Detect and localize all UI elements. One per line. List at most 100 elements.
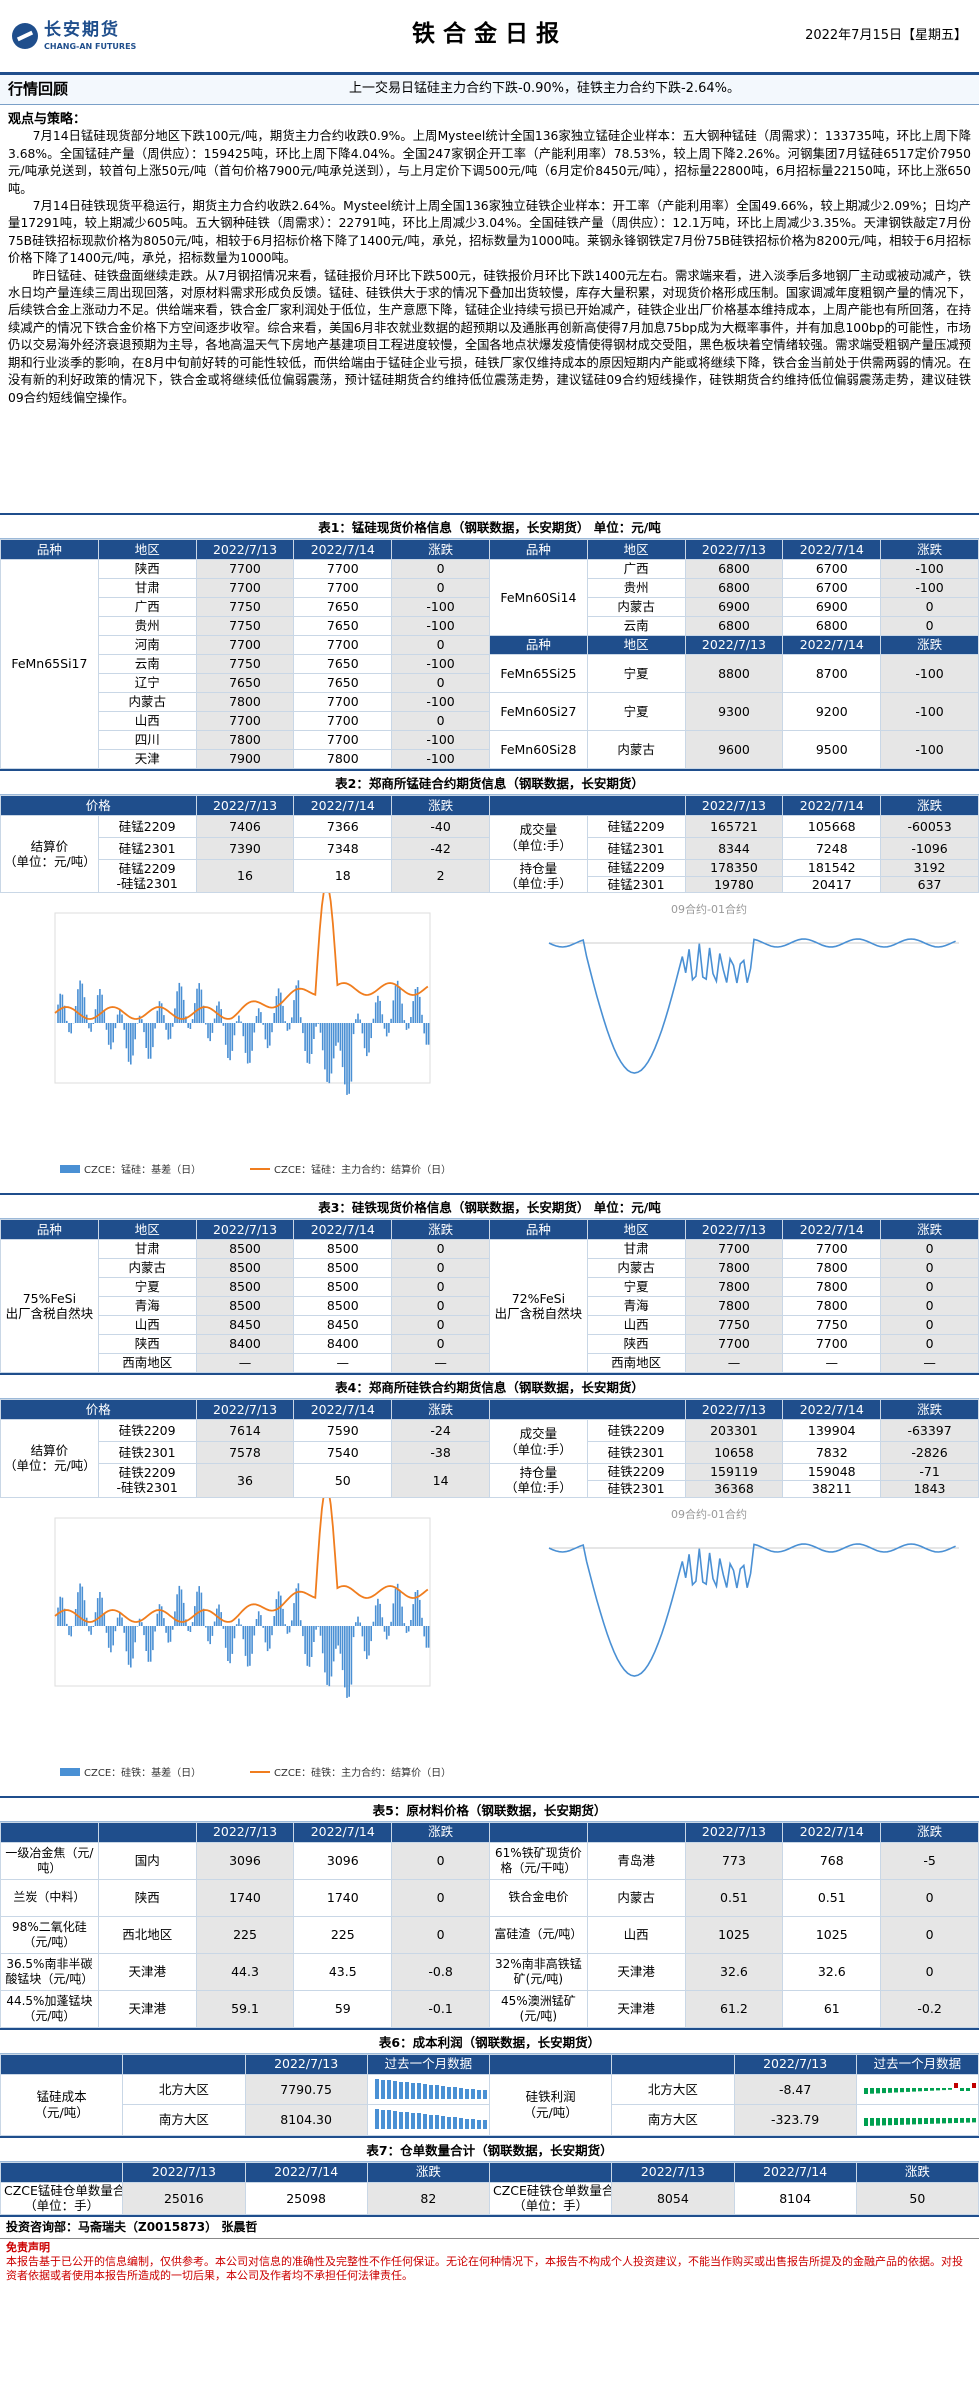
column-header — [122, 2053, 246, 2075]
price-cell: 7700 — [195, 711, 295, 731]
spark-bar — [476, 2120, 481, 2130]
column-header: 价格 — [0, 1399, 197, 1421]
value-cell: -8.47 — [733, 2073, 857, 2106]
spark-bar — [887, 2087, 892, 2093]
basis-bar — [315, 1625, 317, 1630]
column-header: 2022/7/14 — [293, 1399, 393, 1421]
change-cell: -2826 — [880, 1441, 979, 1465]
spark-bar — [947, 2087, 952, 2090]
basis-bar — [310, 1023, 313, 1055]
basis-bar — [123, 1023, 125, 1031]
column-header: 地区 — [586, 1219, 686, 1241]
price-cell: 7800 — [782, 1277, 882, 1298]
basis-bar — [302, 1625, 304, 1636]
basis-bar — [260, 1614, 262, 1626]
basis-bar — [70, 1023, 72, 1034]
spark-bar — [971, 2082, 976, 2088]
basis-bar — [401, 1606, 403, 1626]
price-cell: 7390 — [195, 837, 295, 860]
value-cell: 3096 — [195, 1841, 295, 1880]
basis-bar — [187, 1625, 189, 1631]
report-date: 2022年7月15日【星期五】 — [805, 27, 967, 43]
spark-bar — [905, 2087, 910, 2092]
price-cell: 7590 — [293, 1419, 393, 1443]
basis-bar — [66, 1021, 68, 1024]
column-header: 2022/7/13 — [195, 539, 295, 560]
basis-bar — [198, 983, 200, 1024]
basis-bar — [213, 1018, 216, 1024]
volume-cell: 181542 — [782, 859, 882, 877]
change-cell: 0 — [880, 1334, 979, 1355]
price-cell: — — [195, 1353, 295, 1374]
value-cell: 59 — [293, 1989, 393, 2028]
value-cell: -0.2 — [880, 1989, 979, 2028]
table-row: 一级冶金焦（元/吨） 国内 3096 3096 0 61%铁矿现货价格（元/干吨） 青岛港 7… — [0, 1841, 979, 1880]
spark-bar — [959, 2118, 964, 2123]
region-cell: 广西 — [586, 559, 686, 579]
receipt-label: CZCE锰硅仓单数量合计（单位：手） — [0, 2181, 124, 2216]
basis-bar — [233, 1023, 236, 1036]
value-cell: 0 — [391, 1915, 490, 1954]
basis-bar — [396, 1583, 399, 1626]
region-cell: 宁夏 — [586, 692, 686, 731]
table-row: 硅锰2301 19780 20417 637 — [1, 875, 979, 894]
column-header — [488, 795, 686, 816]
basis-bar — [77, 989, 79, 1024]
basis-bar — [359, 1019, 361, 1024]
price-cell: 7800 — [684, 1296, 784, 1317]
basis-bar — [326, 1625, 328, 1685]
value-cell: 32.6 — [782, 1952, 882, 1991]
basis-bar — [81, 983, 84, 1024]
basis-bar — [332, 1023, 335, 1059]
change-cell: -40 — [391, 815, 490, 838]
value-cell: 59.1 — [195, 1989, 295, 2028]
basis-bar — [308, 1625, 311, 1667]
value-cell: 3096 — [293, 1841, 393, 1880]
basis-bar — [242, 1625, 245, 1639]
basis-bar — [416, 987, 419, 1024]
price-cell: 8450 — [195, 1315, 295, 1336]
region-cell: 山西 — [97, 711, 197, 731]
volume-label: 成交量 （单位:手） — [488, 1419, 588, 1465]
table-row: 98%二氧化硅（元/吨） 西北地区 225 225 0 富硅渣（元/吨） 山西 1025 102… — [0, 1915, 979, 1954]
basis-bar — [379, 1603, 381, 1626]
open-interest-label: 持仓量 （单位:手） — [488, 858, 588, 894]
basis-bar — [297, 1582, 300, 1626]
value-cell: 44.3 — [195, 1952, 295, 1991]
value-cell: 0 — [391, 1841, 490, 1880]
region-cell: 北方大区 — [122, 2073, 246, 2106]
basis-bar — [419, 1599, 421, 1626]
column-header: 过去一个月数据 — [366, 2053, 491, 2075]
basis-bar — [280, 992, 282, 1024]
region-cell: 陕西 — [97, 559, 197, 579]
basis-bar — [171, 1023, 174, 1028]
plot-frame — [54, 1517, 431, 1686]
basis-bar — [244, 1625, 247, 1656]
region-cell: 内蒙古 — [586, 730, 686, 769]
basis-bar — [414, 989, 417, 1024]
basis-bar — [383, 1023, 386, 1029]
price-cell: 8400 — [195, 1334, 295, 1355]
contract-cell: 硅铁2301 — [586, 1479, 686, 1498]
chart-title: 09合约-01合约 — [671, 1507, 747, 1521]
basis-bar — [63, 1608, 66, 1626]
basis-bar — [74, 1608, 77, 1626]
basis-bar — [191, 1019, 194, 1024]
table4-caption: 表4：郑商所硅铁合约期货信息（钢联数据，长安期货） — [0, 1373, 979, 1400]
basis-bar — [112, 1023, 114, 1043]
price-cell: 8500 — [195, 1258, 295, 1279]
basis-bar — [273, 1013, 275, 1024]
change-cell: -1096 — [880, 837, 979, 860]
basis-bar — [392, 1602, 395, 1626]
basis-bar — [101, 1597, 103, 1626]
price-cell: 9200 — [782, 692, 882, 731]
column-header: 2022/7/14 — [782, 1219, 882, 1241]
item-label: 32%南非高铁锰矿(元/吨) — [488, 1952, 588, 1991]
value-cell: 陕西 — [97, 1878, 197, 1917]
column-header: 品种 — [488, 1219, 588, 1241]
basis-bar — [366, 1023, 368, 1057]
basis-bar — [130, 1023, 132, 1065]
spark-bar — [428, 2084, 433, 2099]
table-row: 内蒙古 8500 8500 0 内蒙古 7800 7800 0 — [1, 1258, 979, 1279]
basis-bar — [169, 1023, 172, 1040]
